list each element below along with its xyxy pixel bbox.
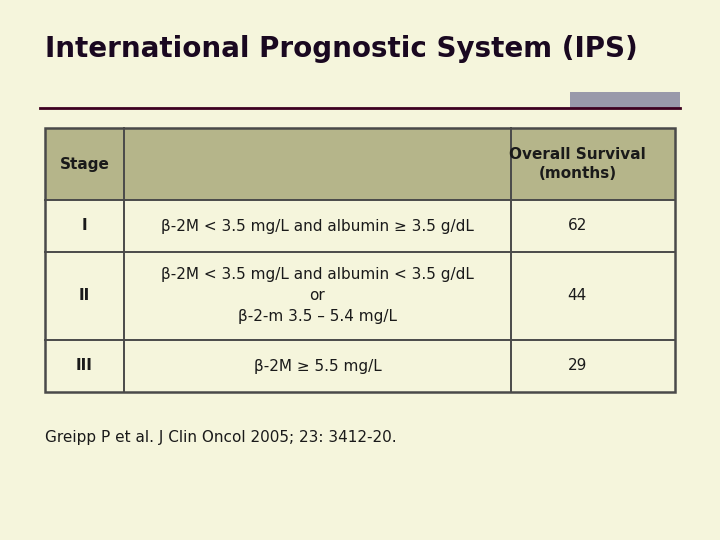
Text: International Prognostic System (IPS): International Prognostic System (IPS) <box>45 35 638 63</box>
Text: 44: 44 <box>568 288 587 303</box>
FancyBboxPatch shape <box>45 252 675 340</box>
Text: β-2M ≥ 5.5 mg/L: β-2M ≥ 5.5 mg/L <box>253 359 382 374</box>
FancyBboxPatch shape <box>45 340 675 392</box>
Text: β-2M < 3.5 mg/L and albumin < 3.5 g/dL
or
β-2-m 3.5 – 5.4 mg/L: β-2M < 3.5 mg/L and albumin < 3.5 g/dL o… <box>161 267 474 325</box>
FancyBboxPatch shape <box>45 128 675 200</box>
FancyBboxPatch shape <box>570 92 680 108</box>
Text: III: III <box>76 359 93 374</box>
Text: 29: 29 <box>567 359 587 374</box>
Text: 62: 62 <box>567 219 587 233</box>
Text: Greipp P et al. J Clin Oncol 2005; 23: 3412-20.: Greipp P et al. J Clin Oncol 2005; 23: 3… <box>45 430 397 445</box>
FancyBboxPatch shape <box>45 200 675 252</box>
Text: II: II <box>78 288 90 303</box>
Text: Overall Survival
(months): Overall Survival (months) <box>509 146 646 181</box>
Text: β-2M < 3.5 mg/L and albumin ≥ 3.5 g/dL: β-2M < 3.5 mg/L and albumin ≥ 3.5 g/dL <box>161 219 474 233</box>
Text: I: I <box>81 219 87 233</box>
Text: Stage: Stage <box>60 157 109 172</box>
